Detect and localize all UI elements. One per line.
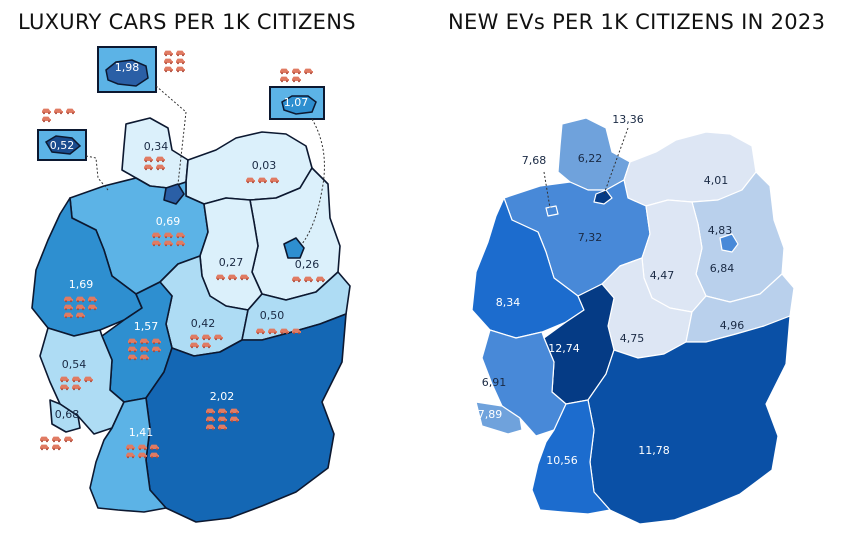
right-label-baden-wuerttemberg: 10,56 — [546, 454, 578, 467]
right-map-labels: 13,36 7,68 6,22 4,01 7,32 4,83 6,84 4,47… — [478, 113, 745, 467]
right-label-bremen: 7,68 — [522, 154, 547, 167]
right-region-saxony-anhalt[interactable] — [641, 199, 707, 313]
left-label-hesse: 1,57 — [134, 320, 159, 333]
right-region-saarland[interactable] — [475, 401, 523, 435]
left-label-rhineland-palatinate: 0,54 — [62, 358, 87, 371]
left-label-bavaria: 2,02 — [210, 390, 235, 403]
left-label-mecklenburg: 0,03 — [252, 159, 277, 172]
right-region-bremen[interactable] — [545, 205, 559, 217]
right-region-berlin[interactable] — [719, 233, 739, 253]
left-label-lower-saxony: 0,69 — [156, 215, 181, 228]
right-region-nrw[interactable] — [471, 197, 585, 339]
right-label-lower-saxony: 7,32 — [578, 231, 603, 244]
car-icon-cluster-hh — [164, 50, 185, 73]
car-icon-cluster-sl — [40, 436, 73, 451]
left-label-saxony-anhalt: 0,27 — [219, 256, 244, 269]
left-inset-bremen — [37, 129, 109, 191]
left-region-schleswig-holstein[interactable] — [121, 117, 189, 189]
left-label-thuringia: 0,42 — [191, 317, 216, 330]
left-region-nrw[interactable] — [31, 197, 143, 337]
left-region-berlin[interactable] — [283, 237, 305, 259]
left-label-berlin: 1,07 — [284, 96, 309, 109]
right-map — [471, 117, 795, 525]
left-label-bremen: 0,52 — [50, 139, 75, 152]
right-region-hamburg[interactable] — [593, 189, 613, 205]
left-map — [31, 117, 351, 523]
right-label-hesse: 12,74 — [548, 342, 580, 355]
right-label-saxony: 4,96 — [720, 319, 745, 332]
right-label-bavaria: 11,78 — [638, 444, 670, 457]
car-icon-cluster-hb — [42, 108, 75, 123]
right-map-title: NEW EVs PER 1K CITIZENS IN 2023 — [448, 10, 826, 34]
left-label-nrw: 1,69 — [69, 278, 94, 291]
left-label-brandenburg: 0,26 — [295, 258, 320, 271]
right-region-baden-wuerttemberg[interactable] — [531, 399, 611, 515]
left-region-hamburg[interactable] — [163, 183, 185, 205]
left-inset-hamburg — [97, 46, 187, 185]
right-label-saxony-anhalt: 4,47 — [650, 269, 675, 282]
right-label-brandenburg: 4,83 — [708, 224, 733, 237]
left-label-saxony: 0,50 — [260, 309, 285, 322]
left-inset-berlin — [269, 86, 325, 245]
right-label-saarland: 7,89 — [478, 408, 503, 421]
right-label-rhineland-palatinate: 6,91 — [482, 376, 507, 389]
left-region-saarland[interactable] — [49, 399, 81, 433]
left-map-labels: 0,34 0,03 1,98 1,07 0,52 0,69 0,27 0,26 … — [50, 61, 320, 439]
right-label-hamburg: 13,36 — [612, 113, 644, 126]
car-icon-cluster-be — [280, 68, 313, 83]
left-label-baden-wuerttemberg: 1,41 — [129, 426, 154, 439]
left-label-schleswig-holstein: 0,34 — [144, 140, 169, 153]
right-label-schleswig-holstein: 6,22 — [578, 152, 603, 165]
right-label-berlin: 6,84 — [710, 262, 735, 275]
left-label-hamburg: 1,98 — [115, 61, 140, 74]
right-label-thuringia: 4,75 — [620, 332, 645, 345]
right-label-nrw: 8,34 — [496, 296, 521, 309]
right-label-mecklenburg: 4,01 — [704, 174, 729, 187]
left-label-saarland: 0,68 — [55, 408, 80, 421]
left-map-title: LUXURY CARS PER 1K CITIZENS — [18, 10, 356, 34]
